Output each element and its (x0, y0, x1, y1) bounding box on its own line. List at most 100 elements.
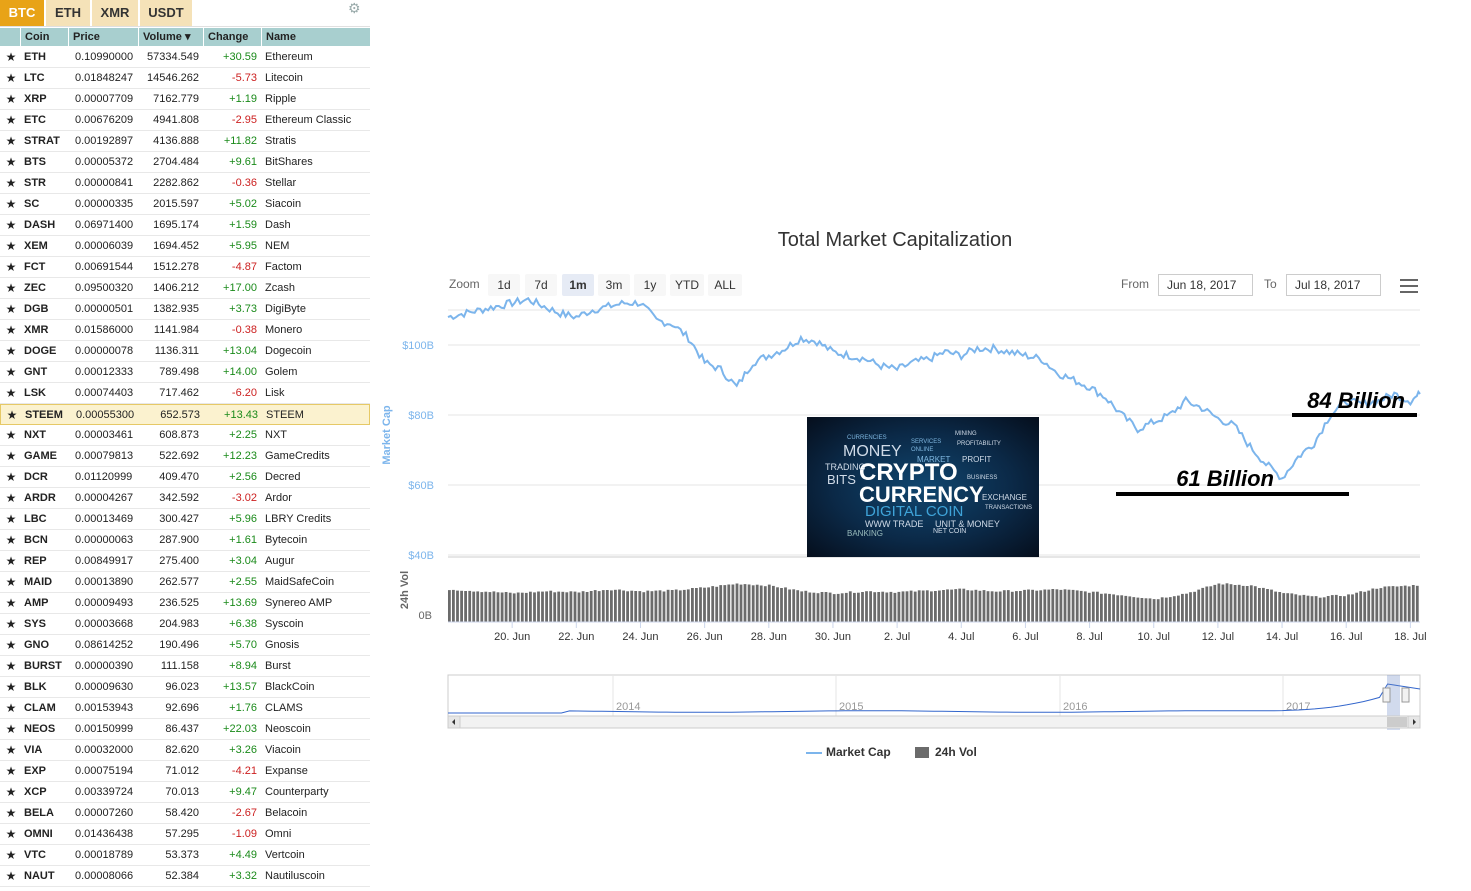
star-icon[interactable]: ★ (5, 323, 17, 337)
table-row[interactable]: ★ CLAM 0.00153943 92.696 +1.76 CLAMS (0, 698, 370, 719)
star-icon[interactable]: ★ (5, 470, 17, 484)
star-icon[interactable]: ★ (5, 743, 17, 757)
table-row[interactable]: ★ ETC 0.00676209 4941.808 -2.95 Ethereum Clas… (0, 110, 370, 131)
header-change[interactable]: Change (203, 28, 248, 46)
table-row[interactable]: ★ GNO 0.08614252 190.496 +5.70 Gnosis (0, 635, 370, 656)
table-row[interactable]: ★ REP 0.00849917 275.400 +3.04 Augur (0, 551, 370, 572)
from-date-input[interactable]: Jun 18, 2017 (1158, 274, 1253, 296)
tab-xmr[interactable]: XMR (92, 0, 138, 26)
star-icon[interactable]: ★ (5, 764, 17, 778)
star-icon[interactable]: ★ (5, 71, 17, 85)
gear-icon[interactable]: ⚙ (348, 0, 361, 16)
table-row[interactable]: ★ XMR 0.01586000 1141.984 -0.38 Monero (0, 320, 370, 341)
table-row[interactable]: ★ OMNI 0.01436438 57.295 -1.09 Omni (0, 824, 370, 845)
table-row[interactable]: ★ SYS 0.00003668 204.983 +6.38 Syscoin (0, 614, 370, 635)
table-row[interactable]: ★ MAID 0.00013890 262.577 +2.55 MaidSafeCoin (0, 572, 370, 593)
table-row[interactable]: ★ EXP 0.00075194 71.012 -4.21 Expanse (0, 761, 370, 782)
star-icon[interactable]: ★ (5, 386, 17, 400)
table-row[interactable]: ★ DASH 0.06971400 1695.174 +1.59 Dash (0, 215, 370, 236)
star-icon[interactable]: ★ (5, 134, 17, 148)
tab-eth[interactable]: ETH (46, 0, 90, 26)
header-volume[interactable]: Volume ▾ (138, 28, 191, 46)
zoom-button-1y[interactable]: 1y (634, 274, 666, 296)
table-row[interactable]: ★ NAUT 0.00008066 52.384 +3.32 Nautiluscoin (0, 866, 370, 887)
star-icon[interactable]: ★ (5, 239, 17, 253)
table-row[interactable]: ★ GNT 0.00012333 789.498 +14.00 Golem (0, 362, 370, 383)
zoom-button-7d[interactable]: 7d (525, 274, 557, 296)
star-icon[interactable]: ★ (5, 617, 17, 631)
legend-market-cap[interactable]: Market Cap (806, 745, 891, 759)
table-row[interactable]: ★ BCN 0.00000063 287.900 +1.61 Bytecoin (0, 530, 370, 551)
star-icon[interactable]: ★ (5, 533, 17, 547)
table-row[interactable]: ★ SC 0.00000335 2015.597 +5.02 Siacoin (0, 194, 370, 215)
table-row[interactable]: ★ AMP 0.00009493 236.525 +13.69 Synereo AMP (0, 593, 370, 614)
star-icon[interactable]: ★ (5, 659, 17, 673)
star-icon[interactable]: ★ (5, 827, 17, 841)
star-icon[interactable]: ★ (5, 848, 17, 862)
table-row[interactable]: ★ VTC 0.00018789 53.373 +4.49 Vertcoin (0, 845, 370, 866)
star-icon[interactable]: ★ (5, 365, 17, 379)
star-icon[interactable]: ★ (5, 176, 17, 190)
star-icon[interactable]: ★ (5, 554, 17, 568)
zoom-button-all[interactable]: ALL (708, 274, 742, 296)
table-row[interactable]: ★ ARDR 0.00004267 342.592 -3.02 Ardor (0, 488, 370, 509)
star-icon[interactable]: ★ (5, 155, 17, 169)
table-row[interactable]: ★ BELA 0.00007260 58.420 -2.67 Belacoin (0, 803, 370, 824)
star-icon[interactable]: ★ (5, 302, 17, 316)
header-coin[interactable]: Coin (20, 28, 49, 46)
to-date-input[interactable]: Jul 18, 2017 (1286, 274, 1381, 296)
star-icon[interactable]: ★ (5, 596, 17, 610)
zoom-button-3m[interactable]: 3m (598, 274, 630, 296)
star-icon[interactable]: ★ (5, 785, 17, 799)
star-icon[interactable]: ★ (5, 638, 17, 652)
table-row[interactable]: ★ STRAT 0.00192897 4136.888 +11.82 Stratis (0, 131, 370, 152)
table-row[interactable]: ★ LBC 0.00013469 300.427 +5.96 LBRY Credits (0, 509, 370, 530)
table-row[interactable]: ★ LTC 0.01848247 14546.262 -5.73 Litecoin (0, 68, 370, 89)
table-row[interactable]: ★ BURST 0.00000390 111.158 +8.94 Burst (0, 656, 370, 677)
star-icon[interactable]: ★ (5, 50, 17, 64)
star-icon[interactable]: ★ (5, 113, 17, 127)
star-icon[interactable]: ★ (5, 680, 17, 694)
menu-icon[interactable] (1400, 279, 1418, 293)
legend-volume[interactable]: 24h Vol (915, 745, 977, 759)
table-row[interactable]: ★ VIA 0.00032000 82.620 +3.26 Viacoin (0, 740, 370, 761)
tab-btc[interactable]: BTC (0, 0, 44, 26)
star-icon[interactable]: ★ (5, 197, 17, 211)
table-row[interactable]: ★ XCP 0.00339724 70.013 +9.47 Counterparty (0, 782, 370, 803)
table-row[interactable]: ★ GAME 0.00079813 522.692 +12.23 GameCredits (0, 446, 370, 467)
table-row[interactable]: ★ DCR 0.01120999 409.470 +2.56 Decred (0, 467, 370, 488)
table-row[interactable]: ★ XRP 0.00007709 7162.779 +1.19 Ripple (0, 89, 370, 110)
zoom-button-1m[interactable]: 1m (562, 274, 594, 296)
star-icon[interactable]: ★ (6, 408, 18, 422)
header-price[interactable]: Price (68, 28, 100, 46)
zoom-button-1d[interactable]: 1d (488, 274, 520, 296)
table-row[interactable]: ★ DGB 0.00000501 1382.935 +3.73 DigiByte (0, 299, 370, 320)
table-row[interactable]: ★ BTS 0.00005372 2704.484 +9.61 BitShares (0, 152, 370, 173)
star-icon[interactable]: ★ (5, 428, 17, 442)
table-row[interactable]: ★ STR 0.00000841 2282.862 -0.36 Stellar (0, 173, 370, 194)
table-row[interactable]: ★ NXT 0.00003461 608.873 +2.25 NXT (0, 425, 370, 446)
star-icon[interactable]: ★ (5, 512, 17, 526)
table-row[interactable]: ★ ETH 0.10990000 57334.549 +30.59 Ethereum (0, 47, 370, 68)
star-icon[interactable]: ★ (5, 344, 17, 358)
table-row[interactable]: ★ ZEC 0.09500320 1406.212 +17.00 Zcash (0, 278, 370, 299)
table-row[interactable]: ★ NEOS 0.00150999 86.437 +22.03 Neoscoin (0, 719, 370, 740)
table-row[interactable]: ★ STEEM 0.00055300 652.573 +13.43 STEEM (0, 404, 370, 425)
star-icon[interactable]: ★ (5, 575, 17, 589)
table-row[interactable]: ★ FCT 0.00691544 1512.278 -4.87 Factom (0, 257, 370, 278)
table-row[interactable]: ★ LSK 0.00074403 717.462 -6.20 Lisk (0, 383, 370, 404)
star-icon[interactable]: ★ (5, 701, 17, 715)
header-name[interactable]: Name (261, 28, 296, 46)
table-row[interactable]: ★ XEM 0.00006039 1694.452 +5.95 NEM (0, 236, 370, 257)
star-icon[interactable]: ★ (5, 92, 17, 106)
table-row[interactable]: ★ DOGE 0.00000078 1136.311 +13.04 Dogecoin (0, 341, 370, 362)
star-icon[interactable]: ★ (5, 260, 17, 274)
star-icon[interactable]: ★ (5, 491, 17, 505)
tab-usdt[interactable]: USDT (140, 0, 192, 26)
star-icon[interactable]: ★ (5, 281, 17, 295)
star-icon[interactable]: ★ (5, 806, 17, 820)
star-icon[interactable]: ★ (5, 722, 17, 736)
table-row[interactable]: ★ BLK 0.00009630 96.023 +13.57 BlackCoin (0, 677, 370, 698)
star-icon[interactable]: ★ (5, 869, 17, 883)
zoom-button-ytd[interactable]: YTD (670, 274, 704, 296)
